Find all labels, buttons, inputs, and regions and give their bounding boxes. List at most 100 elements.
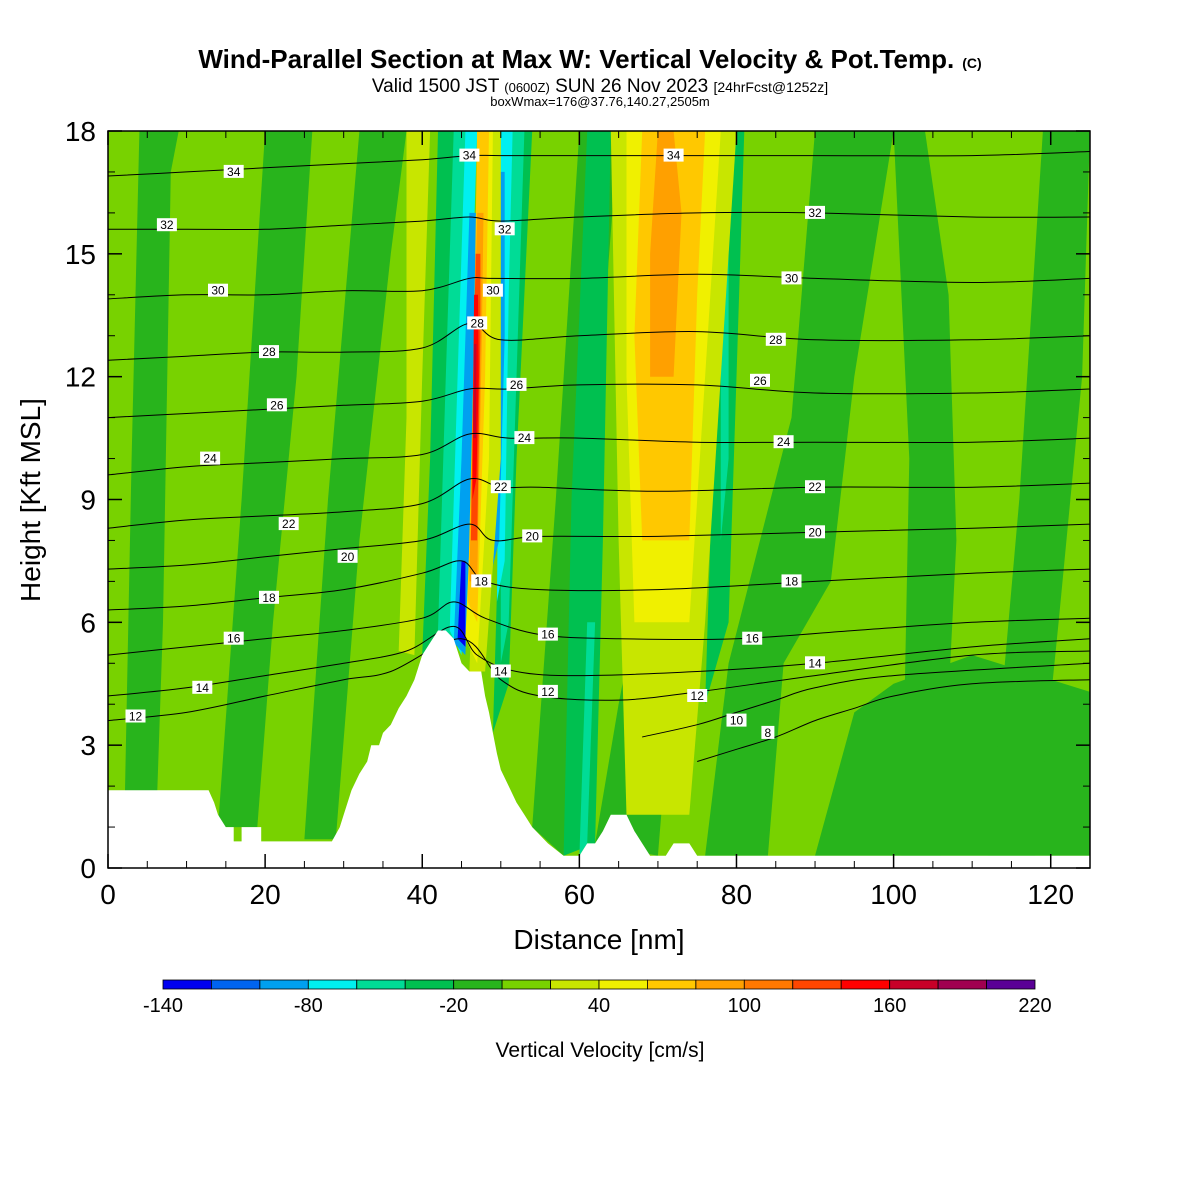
contour-label: 20 xyxy=(337,549,358,564)
y-tick-label: 9 xyxy=(80,485,96,516)
contour-label-text: 14 xyxy=(808,656,822,670)
contour-label: 22 xyxy=(805,480,825,494)
contour-label-text: 14 xyxy=(196,681,210,695)
colorbar-tick-label: 100 xyxy=(728,995,761,1017)
contour-label: 32 xyxy=(494,222,515,236)
colorbar-swatch xyxy=(501,979,551,990)
contour-label: 26 xyxy=(506,377,527,392)
contour-label: 26 xyxy=(750,373,770,388)
contour-label: 16 xyxy=(537,627,558,642)
plot-area: 34 34 34 32 32 32 30 30 30 28 28 28 26 26 26 24 24 24 22 22… xyxy=(108,131,1090,868)
y-tick-label: 12 xyxy=(65,362,96,393)
y-tick-label: 18 xyxy=(65,116,96,147)
contour-label-text: 22 xyxy=(494,480,508,494)
colorbar-tick-label: 160 xyxy=(873,995,906,1017)
contour-label-text: 8 xyxy=(765,726,772,740)
colorbar-swatch xyxy=(695,979,745,990)
theta-contour-32 xyxy=(108,211,1090,231)
contour-label: 18 xyxy=(471,574,492,588)
contour-label: 34 xyxy=(223,164,244,179)
colorbar-swatch xyxy=(162,979,212,990)
colorbar-tick-label: -20 xyxy=(439,995,468,1017)
contour-label: 16 xyxy=(742,631,763,646)
colorbar-label: Vertical Velocity [cm/s] xyxy=(496,1039,705,1062)
contour-label: 32 xyxy=(156,218,177,232)
colorbar-tick-label: -140 xyxy=(143,995,183,1017)
contour-label: 24 xyxy=(514,431,535,445)
contour-label-text: 16 xyxy=(541,628,555,642)
velocity-region-1-1 xyxy=(218,131,313,828)
colorbar-tick-label: 40 xyxy=(588,995,610,1017)
y-tick-label: 3 xyxy=(80,730,96,761)
colorbar-swatch xyxy=(647,979,697,990)
contour-label-text: 24 xyxy=(518,431,532,445)
colorbar-swatch xyxy=(307,979,358,990)
colorbar-swatch xyxy=(598,979,648,990)
colorbar-swatch xyxy=(453,979,503,990)
theta-contour-24 xyxy=(108,432,1090,476)
contour-label: 20 xyxy=(522,529,543,543)
contour-label: 12 xyxy=(687,689,708,703)
velocity-region-1-0 xyxy=(123,131,179,856)
contour-label-text: 32 xyxy=(498,222,512,236)
contour-label-text: 12 xyxy=(691,689,705,703)
colorbar-swatch xyxy=(404,979,455,990)
x-tick-label: 80 xyxy=(721,879,752,910)
contour-label: 14 xyxy=(805,656,825,670)
colorbar-swatch xyxy=(259,979,309,990)
x-tick-label: 120 xyxy=(1027,879,1074,910)
y-tick-label: 6 xyxy=(80,607,96,638)
velocity-region-7-0 xyxy=(398,131,431,656)
copyright-mark: (C) xyxy=(962,55,981,71)
contour-label: 26 xyxy=(266,398,287,412)
contour-label: 22 xyxy=(278,517,299,531)
contour-label-text: 32 xyxy=(808,206,822,220)
colorbar-swatch xyxy=(743,979,794,990)
velocity-region-3-2 xyxy=(579,622,596,856)
x-tick-label: 40 xyxy=(407,879,438,910)
contour-label: 28 xyxy=(467,316,488,330)
contour-label: 18 xyxy=(781,574,802,588)
colorbar-swatch xyxy=(840,979,891,990)
colorbar-swatch xyxy=(889,979,939,990)
contour-label-text: 22 xyxy=(808,480,822,494)
contour-label: 16 xyxy=(223,631,244,646)
contour-label-text: 20 xyxy=(341,550,355,564)
contour-label: 34 xyxy=(459,148,480,163)
x-tick-label: 20 xyxy=(250,879,281,910)
contour-label-text: 26 xyxy=(753,374,767,388)
colorbar-tick-label: 220 xyxy=(1018,995,1051,1017)
theta-contour-20 xyxy=(108,523,1090,570)
chart-title: Wind-Parallel Section at Max W: Vertical… xyxy=(198,44,981,74)
contour-label-text: 20 xyxy=(526,529,540,543)
contour-label: 34 xyxy=(663,148,684,163)
contour-label-text: 34 xyxy=(667,149,681,163)
theta-contour-34 xyxy=(108,151,1090,177)
contour-label: 12 xyxy=(537,684,558,699)
contour-labels: 34 34 34 32 32 32 30 30 30 28 28 28 26 26 26 24 24 24 22 22… xyxy=(125,148,825,740)
contour-label: 30 xyxy=(208,283,228,298)
contour-label-text: 26 xyxy=(270,398,284,412)
contour-label-text: 10 xyxy=(730,714,744,728)
contour-label-text: 30 xyxy=(211,284,225,298)
velocity-region-13-0 xyxy=(473,343,477,439)
contour-label-text: 32 xyxy=(160,218,174,232)
theta-contour-30 xyxy=(108,273,1090,300)
contour-label-text: 24 xyxy=(203,452,217,466)
contour-label: 14 xyxy=(192,680,213,695)
contour-label: 28 xyxy=(765,332,786,347)
contour-label-text: 34 xyxy=(463,149,477,163)
velocity-region-1-8 xyxy=(987,131,1090,856)
axis-ticks: 0 20 40 60 80 100 120 0 3 6 9 12 15 18 xyxy=(65,116,1090,910)
x-tick-label: 60 xyxy=(564,879,595,910)
contour-label: 12 xyxy=(125,709,146,724)
colorbar-swatch xyxy=(792,979,842,990)
theta-contour-10 xyxy=(642,662,1090,738)
contour-label: 22 xyxy=(490,480,511,494)
velocity-region-10-1 xyxy=(650,131,682,377)
colorbar: -140 -80 -20 40 100 160 220 xyxy=(143,979,1052,1017)
contour-label-text: 30 xyxy=(785,271,799,285)
contour-label: 24 xyxy=(200,451,221,466)
contour-label-text: 18 xyxy=(262,591,276,605)
